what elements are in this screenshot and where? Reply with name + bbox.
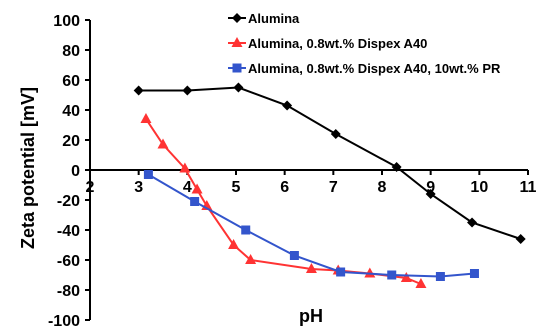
legend-item: Alumina, 0.8wt.% Dispex A40 — [228, 36, 427, 51]
data-point-square — [436, 272, 445, 281]
data-point-triangle — [192, 184, 203, 194]
x-tick-label: 4 — [183, 179, 192, 196]
x-axis-title: pH — [299, 306, 323, 326]
series-alumina — [134, 83, 526, 245]
y-tick-label: 60 — [62, 73, 80, 90]
x-tick-label: 2 — [86, 179, 95, 196]
y-tick-label: 20 — [62, 133, 80, 150]
x-tick-label: 10 — [470, 179, 488, 196]
data-point-square — [190, 197, 199, 206]
y-tick-label: -40 — [57, 223, 80, 240]
data-point-square — [470, 269, 479, 278]
series-line — [139, 88, 521, 240]
legend-label: Alumina, 0.8wt.% Dispex A40 — [248, 36, 427, 51]
data-point-square — [387, 271, 396, 280]
x-tick-label: 5 — [232, 179, 241, 196]
x-tick-label: 11 — [520, 179, 537, 196]
legend-item: Alumina — [228, 11, 300, 26]
data-point-triangle — [140, 113, 151, 123]
y-tick-label: -100 — [48, 313, 80, 329]
legend-marker-diamond — [232, 13, 242, 23]
series-line — [146, 119, 421, 284]
y-tick-label: 40 — [62, 103, 80, 120]
x-tick-label: 6 — [280, 179, 289, 196]
data-point-square — [336, 268, 345, 277]
data-point-diamond — [134, 86, 144, 96]
legend: Alumina Alumina, 0.8wt.% Dispex A40 Alumin… — [228, 11, 501, 76]
y-tick-label: -60 — [57, 253, 80, 270]
data-point-diamond — [282, 101, 292, 111]
data-point-diamond — [331, 129, 341, 139]
y-tick-label: -80 — [57, 283, 80, 300]
x-tick-label: 8 — [378, 179, 387, 196]
y-tick-label: 80 — [62, 43, 80, 60]
data-point-square — [290, 251, 299, 260]
data-point-diamond — [182, 86, 192, 96]
data-point-square — [144, 170, 153, 179]
y-tick-label: 100 — [53, 13, 80, 30]
y-tick-label: -20 — [57, 193, 80, 210]
data-point-square — [241, 226, 250, 235]
legend-label: Alumina — [248, 11, 300, 26]
legend-label: Alumina, 0.8wt.% Dispex A40, 10wt.% PR — [248, 61, 501, 76]
series-alumina-0-8wt-dispex-a40 — [140, 113, 426, 288]
y-tick-label: 0 — [71, 163, 80, 180]
legend-item: Alumina, 0.8wt.% Dispex A40, 10wt.% PR — [228, 61, 501, 76]
data-point-diamond — [516, 234, 526, 244]
x-tick-label: 7 — [329, 179, 338, 196]
data-point-diamond — [233, 83, 243, 93]
legend-marker-square — [233, 64, 242, 73]
y-axis-title: Zeta potential [mV] — [18, 87, 38, 249]
x-tick-label: 3 — [134, 179, 143, 196]
